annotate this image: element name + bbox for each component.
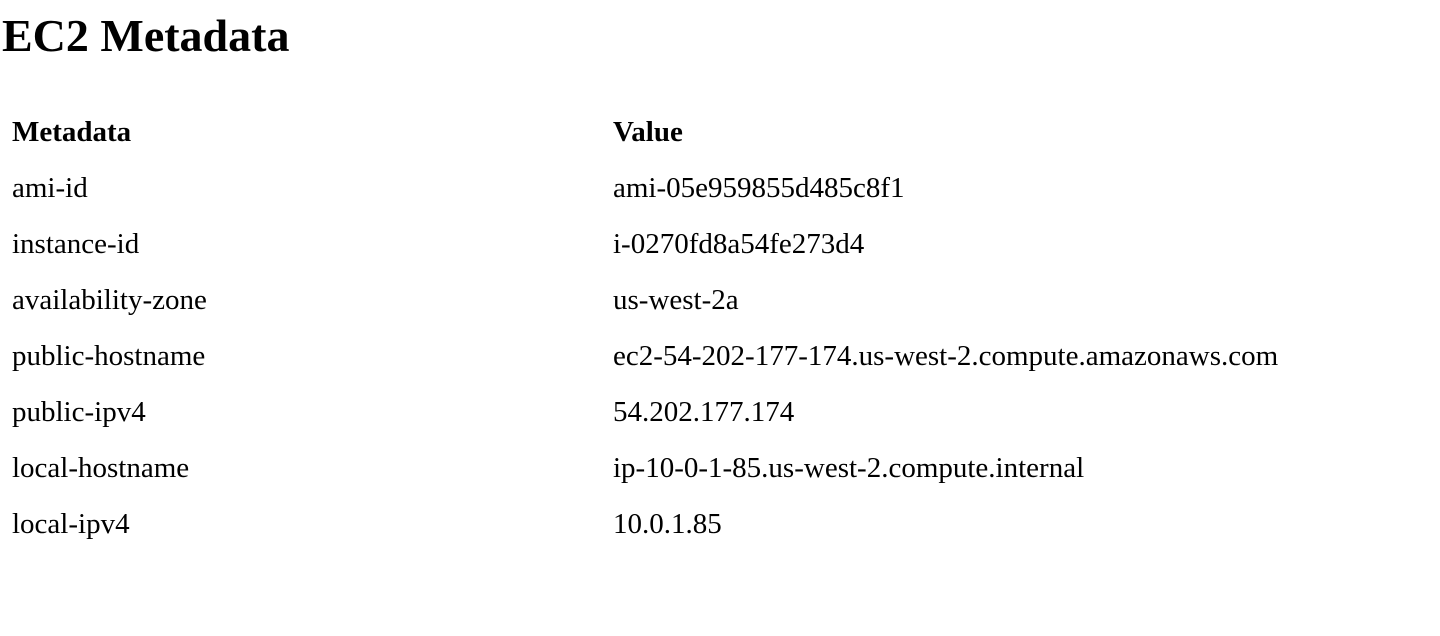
metadata-value: 10.0.1.85: [613, 507, 722, 540]
metadata-key: ami-id: [12, 171, 88, 204]
table-row: public-ipv4 54.202.177.174: [12, 384, 1413, 440]
metadata-key: public-ipv4: [12, 395, 146, 428]
metadata-value: ami-05e959855d485c8f1: [613, 171, 905, 204]
metadata-value: i-0270fd8a54fe273d4: [613, 227, 865, 260]
metadata-value: ec2-54-202-177-174.us-west-2.compute.ama…: [613, 339, 1279, 372]
table-row: local-ipv4 10.0.1.85: [12, 496, 1413, 552]
metadata-key: local-hostname: [12, 451, 190, 484]
table-row: ami-id ami-05e959855d485c8f1: [12, 160, 1413, 216]
metadata-value: 54.202.177.174: [613, 395, 795, 428]
table-row: public-hostname ec2-54-202-177-174.us-we…: [12, 328, 1413, 384]
value-column-header: Value: [613, 115, 683, 148]
table-header-row: Metadata Value: [12, 104, 1413, 160]
metadata-key: local-ipv4: [12, 507, 130, 540]
table-row: instance-id i-0270fd8a54fe273d4: [12, 216, 1413, 272]
metadata-key: public-hostname: [12, 339, 206, 372]
page-title: EC2 Metadata: [2, 10, 290, 61]
metadata-value: ip-10-0-1-85.us-west-2.compute.internal: [613, 451, 1085, 484]
metadata-key: instance-id: [12, 227, 140, 260]
metadata-value: us-west-2a: [613, 283, 739, 316]
metadata-column-header: Metadata: [12, 115, 132, 148]
table-row: availability-zone us-west-2a: [12, 272, 1413, 328]
table-row: local-hostname ip-10-0-1-85.us-west-2.co…: [12, 440, 1413, 496]
metadata-key: availability-zone: [12, 283, 207, 316]
metadata-table: Metadata Value ami-id ami-05e959855d485c…: [12, 104, 1413, 552]
